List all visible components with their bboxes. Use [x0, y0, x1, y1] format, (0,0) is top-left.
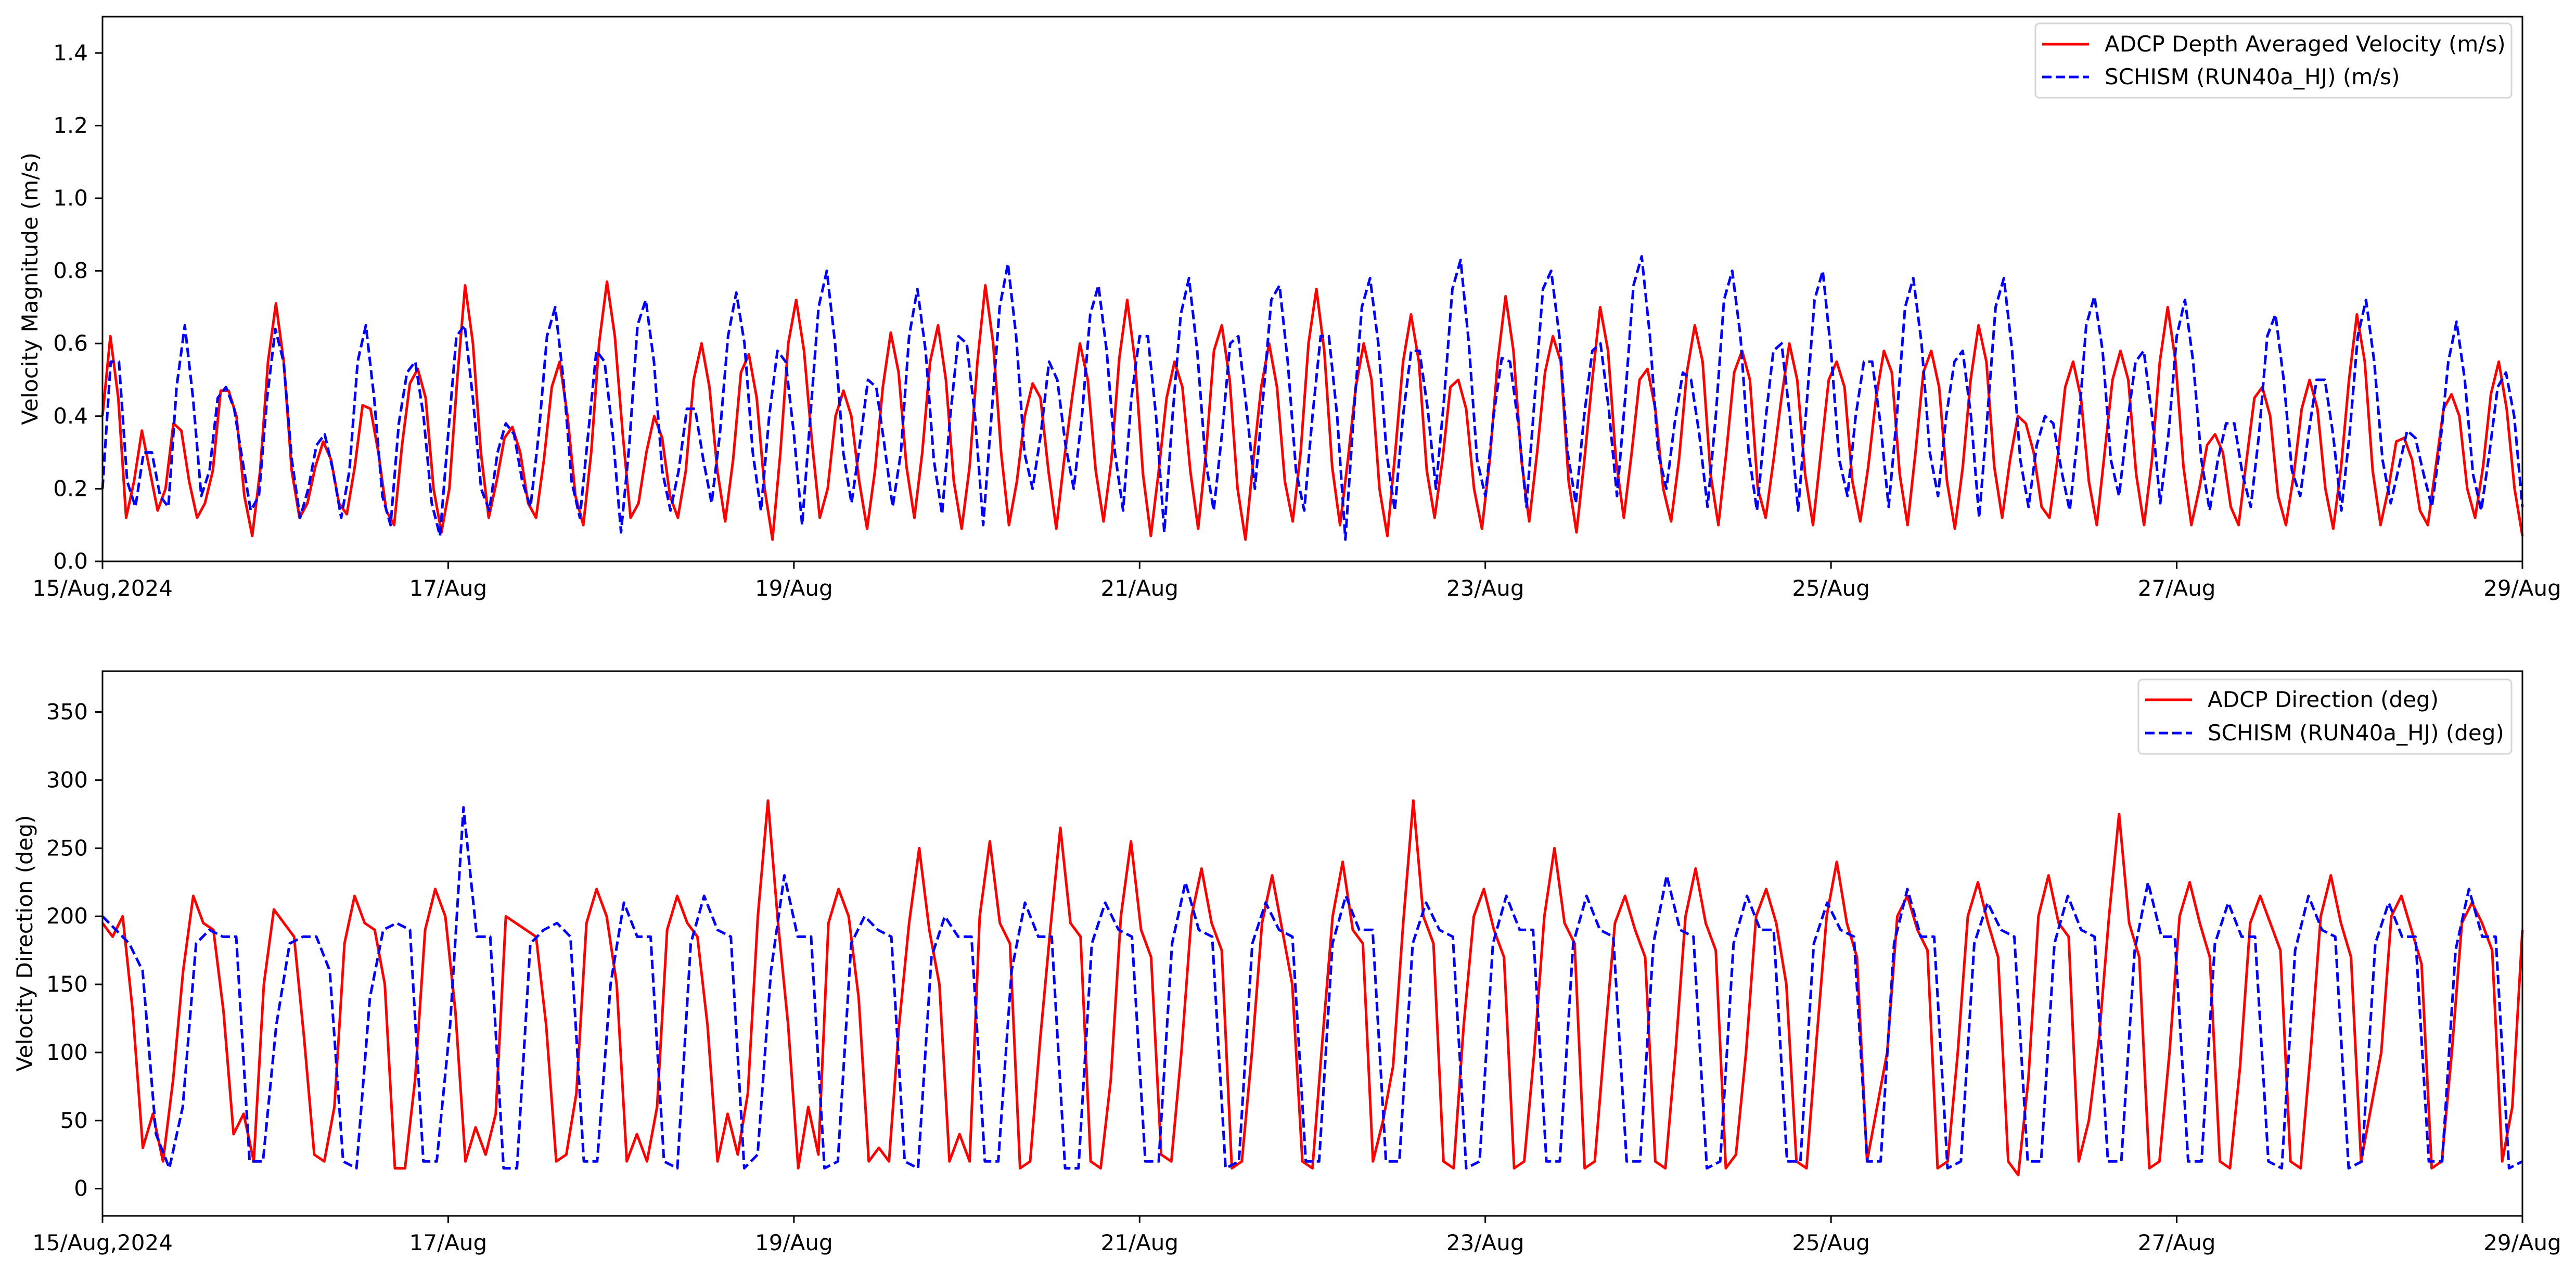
x-tick-label: 27/Aug	[2138, 575, 2216, 601]
x-tick-label: 21/Aug	[1100, 575, 1178, 601]
legend: ADCP Depth Averaged Velocity (m/s) SCHIS…	[2034, 22, 2513, 99]
x-axis: 15/Aug,2024 17/Aug 19/Aug 21/Aug 23/Aug 25/Au…	[32, 1216, 2561, 1255]
x-tick-label: 29/Aug	[2483, 1230, 2561, 1255]
y-tick-label: 0.6	[53, 330, 88, 356]
series-line-schism-run40a-hj-deg	[101, 806, 2523, 1170]
y-tick-label: 250	[46, 835, 88, 861]
legend: ADCP Direction (deg) SCHISM (RUN40a_HJ) …	[2137, 678, 2513, 755]
x-tick-label: 17/Aug	[409, 575, 488, 601]
plot-frame	[101, 16, 2523, 562]
series-line-adcp-direction-deg	[101, 799, 2524, 1176]
y-tick-label: 150	[46, 971, 88, 997]
legend-box	[2137, 678, 2513, 755]
legend-label-schism-direction: SCHISM (RUN40a_HJ) (deg)	[2208, 720, 2504, 746]
x-tick-label: 17/Aug	[409, 1230, 488, 1255]
y-tick-label: 350	[46, 699, 88, 725]
x-axis: 15/Aug,2024 17/Aug 19/Aug 21/Aug 23/Aug 25/Au…	[32, 561, 2561, 601]
velocity-magnitude-chart: 0.0 0.2 0.4 0.6 0.8 1.0 1.2 1.4 15/Aug,2024 17/A…	[17, 16, 2561, 601]
y-axis: 0.0 0.2 0.4 0.6 0.8 1.0 1.2 1.4	[53, 40, 102, 574]
x-tick-label: 27/Aug	[2138, 1230, 2216, 1255]
x-tick-label: 23/Aug	[1446, 575, 1524, 601]
legend-label-adcp-direction: ADCP Direction (deg)	[2208, 687, 2439, 712]
y-tick-label: 1.0	[53, 185, 88, 211]
y-axis-label: Velocity Direction (deg)	[12, 815, 37, 1071]
legend-label-schism-velocity: SCHISM (RUN40a_HJ) (m/s)	[2105, 64, 2400, 89]
x-tick-label: 25/Aug	[1792, 1230, 1870, 1255]
plot-lines	[101, 255, 2524, 541]
series-line-adcp-depth-averaged-velocity-m-s	[101, 280, 2524, 541]
y-tick-label: 0	[74, 1176, 88, 1201]
y-axis: 0 50 100 150 200 250 300 350	[46, 699, 102, 1201]
y-tick-label: 0.0	[53, 548, 88, 574]
x-tick-label: 23/Aug	[1446, 1230, 1524, 1255]
x-tick-label: 19/Aug	[755, 575, 833, 601]
legend-label-adcp-velocity: ADCP Depth Averaged Velocity (m/s)	[2105, 31, 2506, 57]
plot-lines	[101, 799, 2524, 1176]
plot-frame	[101, 670, 2523, 1217]
x-tick-label: 15/Aug,2024	[32, 575, 173, 601]
y-tick-label: 200	[46, 903, 88, 929]
series-line-schism-run40a-hj-m-s	[101, 255, 2524, 541]
y-tick-label: 100	[46, 1040, 88, 1065]
y-axis-label: Velocity Magnitude (m/s)	[17, 152, 43, 425]
y-tick-label: 300	[46, 767, 88, 792]
y-tick-label: 0.4	[53, 403, 88, 429]
x-tick-label: 25/Aug	[1792, 575, 1870, 601]
y-tick-label: 50	[60, 1108, 88, 1133]
y-tick-label: 0.8	[53, 258, 88, 284]
y-tick-label: 1.4	[53, 40, 88, 66]
x-tick-label: 21/Aug	[1100, 1230, 1178, 1255]
x-tick-label: 19/Aug	[755, 1230, 833, 1255]
x-tick-label: 15/Aug,2024	[32, 1230, 173, 1255]
y-tick-label: 0.2	[53, 476, 88, 501]
y-tick-label: 1.2	[53, 112, 88, 138]
x-tick-label: 29/Aug	[2483, 575, 2561, 601]
legend-box	[2034, 22, 2513, 99]
